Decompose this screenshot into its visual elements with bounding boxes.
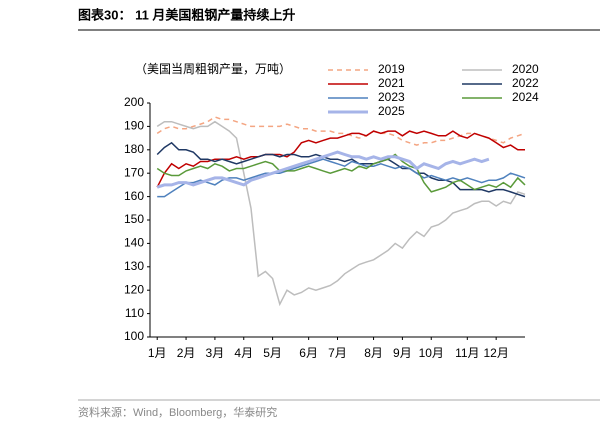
x-tick-label: 11月 (455, 346, 479, 360)
x-tick-label: 3月 (206, 346, 225, 360)
y-tick-label: 190 (124, 119, 144, 133)
y-tick-label: 100 (124, 329, 144, 343)
x-tick-label: 7月 (328, 346, 347, 360)
y-tick-label: 120 (124, 282, 144, 296)
legend-label: 2020 (512, 62, 539, 76)
x-tick-label: 6月 (299, 346, 318, 360)
series-line (156, 116, 526, 146)
y-tick-label: 160 (124, 189, 144, 203)
legend-label: 2023 (378, 90, 405, 104)
y-tick-label: 200 (124, 95, 144, 109)
x-tick-label: 2月 (177, 346, 196, 360)
x-tick-label: 1月 (148, 346, 167, 360)
y-tick-label: 110 (125, 306, 144, 320)
x-tick-label: 5月 (263, 346, 282, 360)
series-line (156, 153, 526, 193)
x-tick-label: 10月 (419, 346, 444, 360)
series-line (156, 120, 526, 307)
legend-label: 2019 (378, 62, 405, 76)
y-tick-label: 170 (124, 165, 144, 179)
chart-title: 图表30： 11 月美国粗钢产量持续上升 (78, 7, 295, 22)
y-tick-label: 180 (124, 142, 144, 156)
source-note: 资料来源：Wind，Bloomberg，华泰研究 (78, 405, 277, 419)
legend-label: 2025 (378, 104, 405, 118)
legend-label: 2024 (512, 90, 539, 104)
series-line (156, 130, 525, 188)
x-tick-label: 12月 (483, 346, 508, 360)
series-line (156, 141, 526, 198)
y-tick-label: 130 (124, 259, 144, 273)
chart-subtitle: （美国当周粗钢产量，万吨） (135, 62, 291, 76)
series-line (157, 158, 526, 198)
legend-label: 2021 (378, 76, 405, 90)
legend-label: 2022 (512, 76, 539, 90)
y-tick-label: 140 (124, 236, 144, 250)
x-tick-label: 9月 (393, 346, 412, 360)
y-tick-label: 150 (124, 212, 144, 226)
x-tick-label: 4月 (234, 346, 253, 360)
series-line (156, 150, 490, 189)
x-tick-label: 8月 (364, 346, 383, 360)
